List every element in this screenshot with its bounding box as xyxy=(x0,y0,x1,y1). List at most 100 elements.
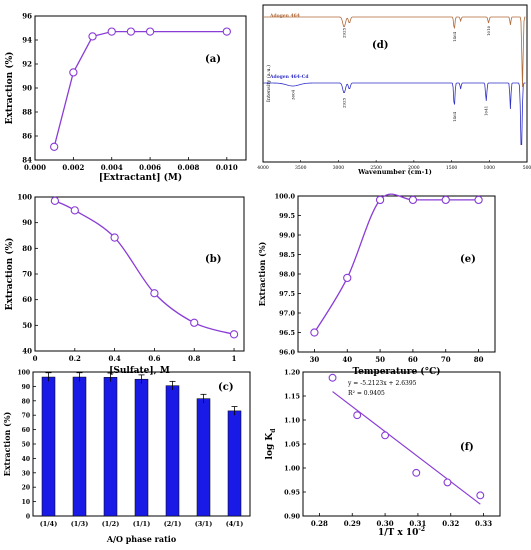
data-point-e xyxy=(408,195,418,205)
y-tick-label-c: 50 xyxy=(22,442,30,449)
peak-label-d: 2925 xyxy=(342,27,347,38)
y-axis-label-d: Intensity (a.u.) xyxy=(265,65,272,102)
panel-label-f: (f) xyxy=(460,442,474,453)
data-point-e xyxy=(474,195,483,205)
y-axis-label-c: Extraction (%) xyxy=(2,411,12,476)
y-tick-label-a: 92 xyxy=(22,60,32,69)
x-tick-label-e: 70 xyxy=(441,355,451,364)
x-axis-label-c: A/O phase ratio xyxy=(106,534,177,544)
series-line-a xyxy=(53,30,227,147)
plot-frame-a xyxy=(34,15,247,161)
x-tick-label-f: 0.28 xyxy=(311,519,328,528)
data-point-f xyxy=(476,491,485,500)
y-tick-label-e: 98.5 xyxy=(279,251,295,259)
x-tick-label-e: 30 xyxy=(310,355,320,364)
x-tick-label-c: (1/3) xyxy=(71,520,89,528)
y-tick-label-e: 96.0 xyxy=(279,349,295,357)
data-point-a xyxy=(222,27,231,36)
x-tick-label-d: 1500 xyxy=(446,165,458,171)
x-tick-label-a: 0.000 xyxy=(24,163,46,172)
bar-c xyxy=(165,385,180,517)
y-tick-label-b: 50 xyxy=(22,321,32,330)
x-tick-label-d: 500 xyxy=(523,165,531,171)
y-tick-label-e: 99.0 xyxy=(279,232,295,240)
peak-label-d: 1464 xyxy=(452,31,457,42)
data-point-b xyxy=(150,289,159,298)
y-tick-label-f: 1.00 xyxy=(284,465,300,473)
y-tick-label-a: 86 xyxy=(22,132,32,141)
y-tick-label-f: 1.05 xyxy=(284,441,300,449)
series-line-b xyxy=(54,200,235,335)
fit-r2-f: R² = 0.9405 xyxy=(348,390,385,397)
x-tick-label-a: 0.002 xyxy=(62,163,84,172)
x-tick-label-b: 0 xyxy=(33,354,38,363)
panel-label-c: (c) xyxy=(218,382,234,393)
y-axis-label-b: Extraction (%) xyxy=(4,238,15,311)
x-tick-label-d: 2000 xyxy=(408,165,420,171)
y-axis-label-f: log Kd xyxy=(265,428,277,460)
y-tick-label-c: 60 xyxy=(22,427,30,434)
y-tick-label-a: 96 xyxy=(22,12,32,21)
y-tick-label-c: 10 xyxy=(22,499,30,506)
chart-panel-a: 0.000 0.002 0.004 0.006 0.008 0.010 84 86 88 90 92… xyxy=(4,12,247,183)
y-tick-label-c: 100 xyxy=(17,370,30,377)
x-tick-label-c: (2/1) xyxy=(164,520,182,528)
data-point-a xyxy=(50,142,59,151)
y-tick-label-b: 40 xyxy=(22,347,32,356)
data-point-a xyxy=(88,32,97,41)
chart-panel-c: 0 10 20 30 40 50 60 70 80 90 100 (1/4) (1/3) (1/2) (1/… xyxy=(2,370,251,544)
y-tick-label-f: 0.95 xyxy=(284,489,300,497)
x-tick-label-f: 0.31 xyxy=(409,519,426,528)
y-tick-label-b: 100 xyxy=(17,193,32,202)
x-tick-label-e: 60 xyxy=(408,355,418,364)
peak-label-d: 1041 xyxy=(484,106,489,116)
x-tick-label-c: (1/4) xyxy=(40,520,58,528)
x-tick-label-b: 0.6 xyxy=(148,354,160,363)
y-tick-label-c: 20 xyxy=(22,485,30,492)
y-tick-label-c: 0 xyxy=(26,514,30,521)
chart-panel-f: 0.28 0.29 0.30 0.31 0.32 0.33 0.90 0.95 1.00 1.05… xyxy=(265,369,501,538)
bar-c xyxy=(72,376,87,517)
plot-frame-e xyxy=(297,195,496,353)
x-tick-label-d: 3500 xyxy=(295,165,307,171)
plot-frame-d xyxy=(262,4,528,163)
data-point-f xyxy=(443,478,452,487)
x-tick-label-c: (4/1) xyxy=(226,520,244,528)
x-axis-label-d: Wavenumber (cm-1) xyxy=(357,168,432,176)
x-tick-label-f: 0.29 xyxy=(344,519,361,528)
data-point-b xyxy=(190,318,199,327)
data-point-e xyxy=(441,195,450,205)
data-point-a xyxy=(107,27,116,36)
y-tick-label-b: 80 xyxy=(22,244,32,253)
data-point-e xyxy=(310,328,319,337)
series-line-adogen-464-cd xyxy=(262,82,526,146)
data-point-e xyxy=(375,195,385,205)
peak-label-d: 1464 xyxy=(452,111,457,122)
x-tick-label-d: 1000 xyxy=(484,165,496,171)
x-tick-label-c: (3/1) xyxy=(195,520,213,528)
y-axis-label-a: Extraction (%) xyxy=(4,52,15,125)
data-point-f xyxy=(328,373,337,382)
bar-c xyxy=(196,398,211,517)
x-tick-label-f: 0.33 xyxy=(475,519,492,528)
x-tick-label-a: 0.006 xyxy=(139,163,161,172)
x-axis-label-a: [Extractant] (M) xyxy=(99,172,182,183)
y-tick-label-a: 88 xyxy=(22,108,32,117)
x-tick-label-a: 0.010 xyxy=(216,163,238,172)
y-tick-label-c: 40 xyxy=(22,456,30,463)
x-axis-label-f: 1/T x 10-2 xyxy=(378,526,425,538)
bar-c xyxy=(227,410,242,517)
peak-label-d: 1010 xyxy=(486,25,491,36)
x-tick-label-b: 0.2 xyxy=(69,354,81,363)
x-tick-label-c: (1/2) xyxy=(102,520,120,528)
x-tick-label-c: (1/1) xyxy=(133,520,151,528)
x-tick-label-a: 0.008 xyxy=(177,163,199,172)
data-point-a xyxy=(69,68,78,77)
y-tick-label-f: 1.15 xyxy=(284,393,300,401)
legend-label-adogen-464-cd: Adogen 464-Cd xyxy=(269,74,309,80)
y-tick-label-c: 80 xyxy=(22,398,30,405)
chart-panel-d: 4000 3500 3000 2500 2000 1500 1000 500 Adogen 46… xyxy=(257,4,531,176)
peak-label-d: 2925 xyxy=(342,97,347,108)
x-tick-label-a: 0.004 xyxy=(101,163,123,172)
